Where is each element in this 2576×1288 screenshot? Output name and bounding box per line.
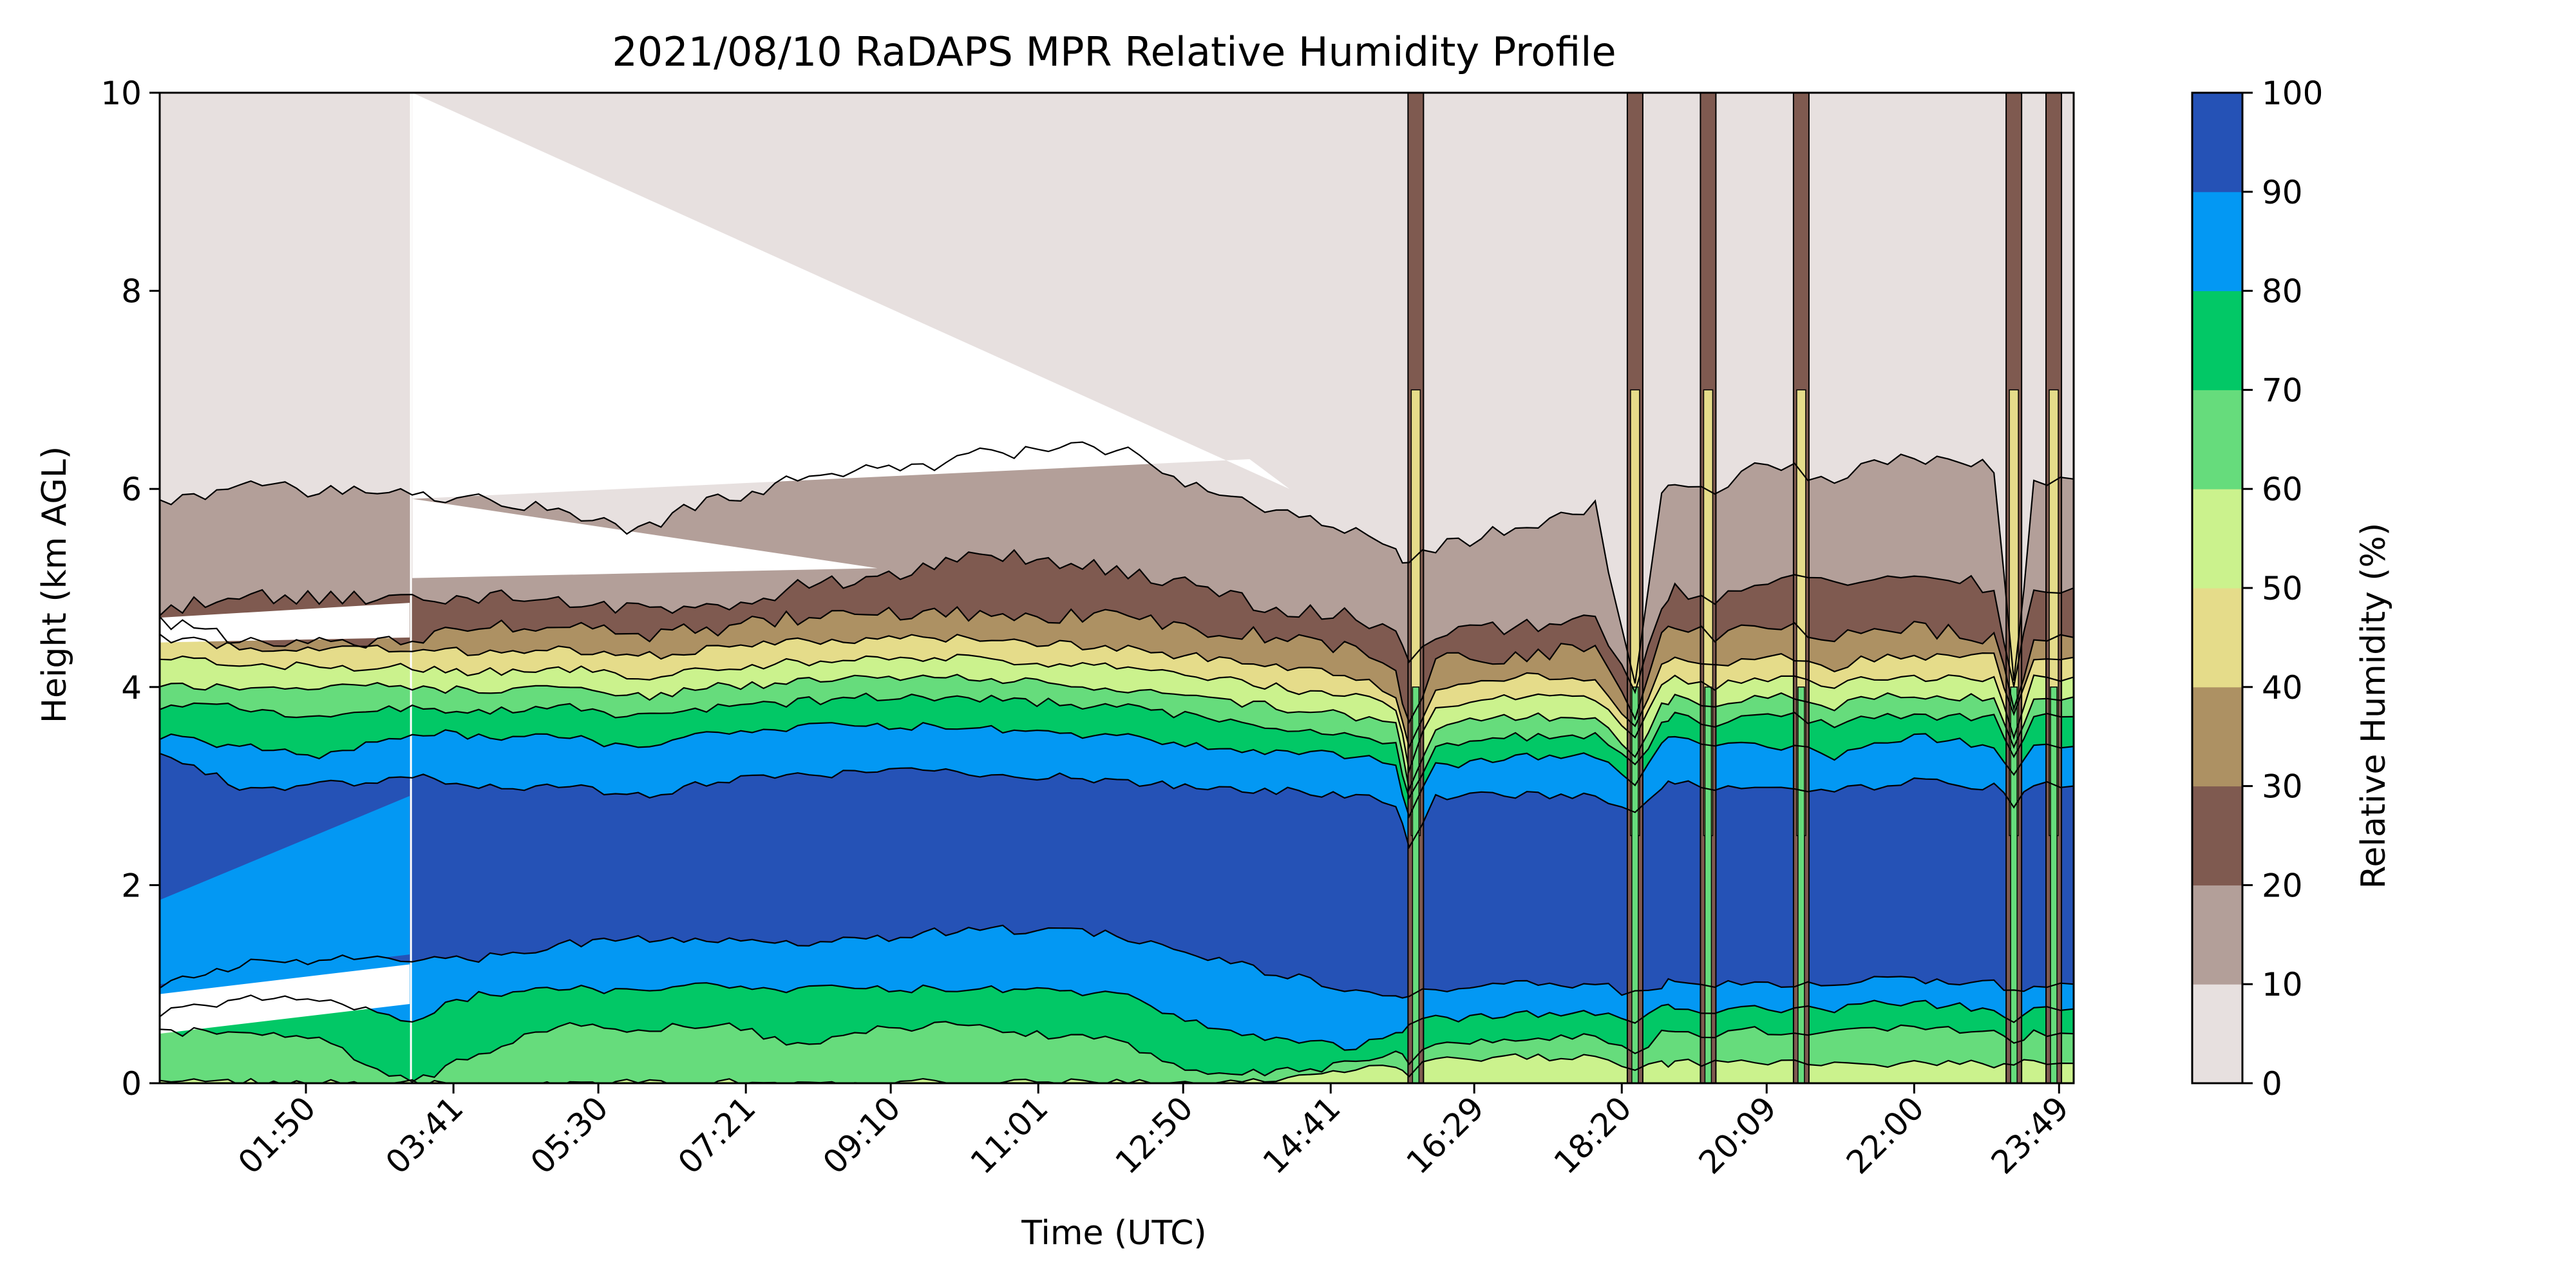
colorbar-band-0 [2192, 984, 2242, 1084]
contour-line-90 [160, 752, 2074, 849]
moist-spike [1700, 93, 1717, 1083]
x-tick-label: 20:09 [1692, 1089, 1784, 1181]
contour-line-lower-70 [160, 1021, 2074, 1083]
colorbar-tick-label: 80 [2262, 273, 2303, 310]
colorbar-band-90 [2192, 93, 2242, 193]
colorbar-band-60 [2192, 390, 2242, 489]
x-tick-label: 18:20 [1547, 1089, 1639, 1181]
colorbar-tick-label: 60 [2262, 471, 2303, 508]
contour-fill-layer [160, 93, 2074, 1083]
moist-spike [1407, 93, 1425, 1083]
colorbar-band-40 [2192, 588, 2242, 688]
y-axis-label: Height (km AGL) [35, 446, 74, 723]
colorbar-band-50 [2192, 489, 2242, 589]
contour-line-layer [160, 441, 2074, 1083]
contour-line-lower-80 [160, 982, 2074, 1051]
y-tick-label: 8 [121, 273, 142, 310]
x-tick-label: 01:50 [231, 1089, 323, 1181]
x-tick-label: 22:00 [1839, 1089, 1931, 1181]
interpolation-gap [160, 93, 1290, 1083]
colorbar-label: Relative Humidity (%) [2354, 523, 2393, 889]
x-tick-label: 16:29 [1399, 1089, 1492, 1181]
plot-frame [158, 91, 2075, 1084]
x-tick-label: 14:41 [1256, 1089, 1348, 1181]
x-axis: 01:50 03:41 05:30 07:21 09:10 11:01 12:50 14:41… [231, 1083, 2076, 1181]
colorbar-band-20 [2192, 786, 2242, 886]
x-tick-label: 07:21 [671, 1089, 763, 1181]
contour-line-40 [160, 633, 2074, 750]
y-tick-label: 10 [100, 75, 142, 112]
colorbar-tick-label: 50 [2262, 570, 2303, 607]
colorbar-tick-label: 70 [2262, 372, 2303, 409]
band-lower-60 [160, 1054, 2074, 1083]
colorbar-band-10 [2192, 885, 2242, 985]
colorbar-tick-label: 40 [2262, 669, 2303, 706]
colorbar-band-80 [2192, 191, 2242, 292]
x-tick-label: 23:49 [1984, 1089, 2076, 1181]
chart-title: 2021/08/10 RaDAPS MPR Relative Humidity … [612, 28, 1616, 75]
moist-spike [1626, 93, 1643, 1083]
contour-line-80 [160, 722, 2074, 819]
contour-line-60 [160, 674, 2074, 792]
x-tick-label: 05:30 [524, 1089, 616, 1181]
moist-spike [1792, 93, 1810, 1083]
colorbar-tick-label: 20 [2262, 867, 2303, 904]
x-tick-label: 09:10 [816, 1089, 908, 1181]
y-axis: 0 2 4 6 8 10 [100, 75, 160, 1103]
colorbar-tick-label: 10 [2262, 966, 2303, 1003]
colorbar-tick-label: 100 [2262, 75, 2323, 112]
colorbar-tick-label: 90 [2262, 174, 2303, 211]
contour-line-lower-90 [160, 924, 2074, 999]
contour-line-70 [160, 692, 2074, 800]
moist-spike [2045, 93, 2063, 1083]
colorbar: 0 10 20 30 40 50 60 70 80 90 100 [2191, 75, 2323, 1103]
colorbar-band-30 [2192, 687, 2242, 787]
moist-spike [2005, 93, 2023, 1083]
contour-line-10 [160, 441, 2074, 684]
x-tick-label: 11:01 [963, 1089, 1056, 1181]
colorbar-band-70 [2192, 290, 2242, 390]
x-tick-label: 03:41 [379, 1089, 471, 1181]
y-tick-label: 6 [121, 471, 142, 508]
y-tick-label: 4 [121, 669, 142, 706]
contour-line-50 [160, 654, 2074, 773]
x-tick-label: 12:50 [1108, 1089, 1200, 1181]
colorbar-tick-label: 30 [2262, 768, 2303, 806]
colorbar-tick-label: 0 [2262, 1065, 2282, 1103]
x-axis-label: Time (UTC) [1021, 1214, 1206, 1253]
y-tick-label: 2 [121, 867, 142, 904]
contour-line-20 [160, 549, 2074, 694]
contour-line-30 [160, 606, 2074, 724]
y-tick-label: 0 [121, 1065, 142, 1103]
